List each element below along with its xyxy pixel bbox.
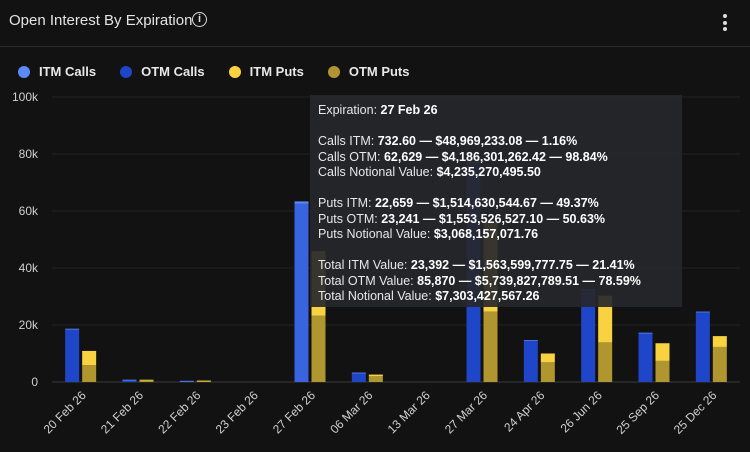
bar-otm-puts [598, 342, 613, 382]
legend-item-otm-puts[interactable]: OTM Puts [327, 64, 410, 79]
x-tick-label: 23 Feb 26 [213, 388, 261, 436]
bar-otm-calls [523, 340, 538, 382]
bar-itm-calls [179, 380, 194, 382]
chart-title: Open Interest By Expiration [9, 12, 193, 29]
bar-otm-puts [139, 380, 154, 382]
bar-itm-calls [695, 311, 710, 313]
bar-otm-calls [122, 379, 137, 382]
legend-label: ITM Calls [39, 64, 97, 79]
y-tick-label: 40k [19, 261, 39, 275]
legend-dot [327, 65, 340, 78]
bar-itm-calls [294, 201, 309, 204]
x-tick-label: 25 Sep 26 [614, 388, 663, 437]
bar-itm-puts [598, 295, 613, 343]
bar-otm-calls [65, 329, 80, 382]
bar-otm-puts [712, 346, 727, 382]
legend-label: OTM Puts [348, 64, 410, 79]
legend-item-otm-calls[interactable]: OTM Calls [120, 64, 205, 79]
chart-header: Open Interest By Expiration i [0, 0, 750, 47]
bar-otm-puts [540, 362, 555, 382]
bar-otm-calls [695, 312, 710, 382]
legend-item-itm-puts[interactable]: ITM Puts [228, 64, 304, 79]
info-icon[interactable]: i [192, 12, 207, 27]
bar-itm-calls [351, 372, 366, 374]
x-tick-label: 20 Feb 26 [41, 388, 89, 436]
x-tick-label: 27 Mar 26 [442, 388, 490, 436]
x-tick-label: 21 Feb 26 [98, 388, 146, 436]
bar-itm-puts [196, 380, 211, 382]
bar-itm-calls [65, 328, 80, 330]
bar-itm-puts [540, 353, 555, 363]
legend: ITM Calls OTM Calls ITM Puts OTM Puts [18, 64, 434, 79]
x-tick-label: 26 Jun 26 [558, 388, 605, 435]
legend-dot [228, 65, 241, 78]
bar-itm-calls [638, 332, 653, 334]
legend-label: ITM Puts [249, 64, 304, 79]
bar-otm-puts [368, 376, 383, 382]
bar-otm-calls [294, 203, 309, 382]
bar-itm-puts [712, 336, 727, 347]
x-tick-label: 24 Apr 26 [501, 388, 547, 434]
bar-otm-puts [483, 311, 498, 382]
bar-itm-puts [82, 350, 97, 366]
chart-tooltip: Expiration: 27 Feb 26 Calls ITM: 732.60 … [310, 95, 682, 307]
legend-dot [18, 65, 30, 78]
bar-itm-calls [122, 379, 137, 381]
bar-otm-calls [581, 290, 596, 382]
y-tick-label: 100k [12, 90, 39, 104]
x-tick-label: 27 Feb 26 [270, 388, 318, 436]
legend-dot [120, 65, 133, 78]
bar-otm-puts [82, 365, 97, 382]
y-tick-label: 20k [19, 318, 39, 332]
bar-otm-puts [655, 360, 670, 382]
bar-itm-puts [139, 379, 154, 381]
kebab-menu-icon[interactable] [718, 12, 732, 34]
bar-itm-puts [655, 343, 670, 361]
bar-itm-puts [368, 374, 383, 377]
x-tick-label: 06 Mar 26 [327, 388, 375, 436]
x-tick-label: 22 Feb 26 [155, 388, 203, 436]
bar-otm-puts [196, 381, 211, 382]
x-tick-label: 13 Mar 26 [385, 388, 433, 436]
y-tick-label: 80k [19, 147, 39, 161]
bar-otm-puts [311, 315, 326, 382]
bar-otm-calls [638, 333, 653, 382]
legend-label: OTM Calls [141, 64, 205, 79]
y-tick-label: 0 [31, 375, 38, 389]
legend-item-itm-calls[interactable]: ITM Calls [18, 64, 96, 79]
bar-itm-calls [523, 340, 538, 341]
x-tick-label: 25 Dec 26 [671, 388, 720, 437]
y-tick-label: 60k [19, 204, 39, 218]
bar-otm-calls [351, 372, 366, 382]
